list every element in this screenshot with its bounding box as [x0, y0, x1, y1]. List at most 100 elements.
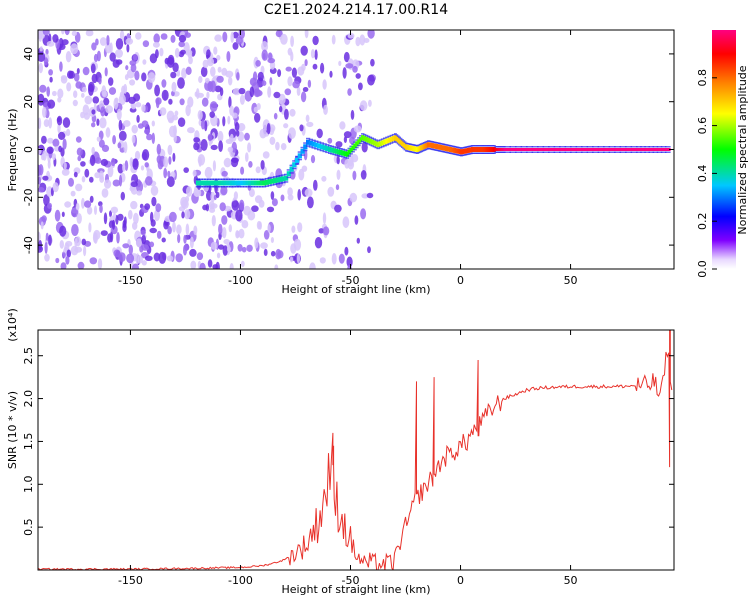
heatmap-cell — [103, 212, 108, 225]
heatmap-cell — [395, 141, 399, 144]
heatmap-cell — [147, 72, 156, 83]
heatmap-cell — [336, 147, 341, 149]
heatmap-cell — [129, 79, 136, 86]
heatmap-cell — [349, 147, 353, 153]
heatmap-cell — [343, 136, 347, 144]
heatmap-cell — [118, 94, 126, 106]
heatmap-cell — [362, 133, 367, 136]
heatmap-cell — [145, 176, 153, 186]
heatmap-cell — [537, 148, 545, 151]
heatmap-cell — [290, 243, 297, 254]
heatmap-cell — [284, 108, 289, 120]
heatmap-cell — [76, 147, 83, 156]
heatmap-cell — [229, 178, 234, 180]
heatmap-cell — [223, 180, 228, 186]
heatmap-cell — [118, 174, 123, 187]
heatmap-cell — [68, 177, 74, 187]
heatmap-cell — [195, 186, 201, 188]
heatmap-cell — [242, 178, 247, 180]
heatmap-cell — [269, 77, 273, 86]
heatmap-cell — [357, 139, 361, 145]
heatmap-cell — [242, 180, 247, 186]
heatmap-cell — [351, 145, 355, 151]
heatmap-cell — [592, 151, 600, 153]
heatmap-cell — [88, 222, 92, 233]
heatmap-cell — [118, 252, 126, 262]
heatmap-cell — [94, 205, 97, 215]
heatmap-cell — [665, 148, 671, 151]
heatmap-cell — [130, 63, 137, 73]
heatmap-cell — [81, 238, 87, 246]
heatmap-cell — [47, 202, 52, 209]
heatmap-cell — [240, 180, 245, 186]
heatmap-cell — [332, 146, 337, 148]
heatmap-cell — [73, 72, 80, 82]
heatmap-cell — [358, 82, 363, 91]
heatmap-cell — [229, 105, 235, 116]
heatmap-cell — [91, 42, 97, 51]
heatmap-cell — [581, 151, 589, 153]
heatmap-cell — [322, 226, 330, 236]
heatmap-cell — [220, 186, 225, 188]
heatmap-cell — [82, 66, 90, 76]
heatmap-cell — [60, 262, 67, 269]
heatmap-cell — [206, 49, 211, 59]
heatmap-cell — [231, 180, 236, 186]
heatmap-cell — [347, 149, 351, 155]
heatmap-cell — [158, 251, 167, 264]
heatmap-cell — [665, 146, 671, 148]
heatmap-cell — [608, 151, 616, 153]
heatmap-cell — [290, 35, 294, 47]
heatmap-cell — [652, 146, 659, 148]
heatmap-cell — [248, 188, 255, 198]
heatmap-cell — [330, 145, 334, 148]
heatmap-cell — [62, 252, 66, 258]
heatmap-cell — [210, 241, 218, 250]
heatmap-cell — [275, 177, 280, 183]
heatmap-cell — [120, 191, 126, 201]
heatmap-cell — [328, 145, 332, 147]
heatmap-cell — [154, 209, 160, 222]
heatmap-cell — [172, 152, 176, 162]
heatmap-cell — [311, 139, 316, 142]
heatmap-cell — [341, 150, 345, 156]
heatmap-cell — [267, 177, 272, 179]
heatmap-cell — [225, 70, 234, 78]
heatmap-cell — [247, 184, 252, 191]
heatmap-cell — [278, 93, 286, 105]
x-tick-label: 0 — [457, 574, 464, 587]
heatmap-cell — [292, 160, 297, 162]
heatmap-cell — [216, 75, 224, 83]
heatmap-cell — [374, 146, 378, 149]
heatmap-cell — [229, 263, 234, 269]
heatmap-cell — [226, 180, 231, 186]
heatmap-cell — [355, 146, 359, 149]
heatmap-cell — [122, 219, 127, 229]
heatmap-cell — [116, 108, 122, 121]
heatmap-cell — [81, 92, 85, 98]
heatmap-cell — [43, 194, 50, 206]
heatmap-cell — [74, 237, 78, 248]
heatmap-cell — [89, 154, 96, 167]
heatmap-cell — [334, 146, 339, 149]
heatmap-cell — [361, 133, 365, 135]
heatmap-cell — [113, 97, 119, 110]
heatmap-cell — [644, 151, 650, 153]
heatmap-cell — [91, 109, 96, 115]
heatmap-cell — [322, 150, 327, 153]
heatmap-cell — [380, 138, 385, 140]
heatmap-cell — [312, 63, 318, 70]
colorbar-tick-label: 0.8 — [696, 69, 709, 87]
heatmap-cell — [515, 148, 523, 151]
heatmap-cell — [200, 66, 208, 78]
heatmap-cell — [520, 148, 528, 151]
heatmap-cell — [229, 186, 234, 188]
heatmap-cell — [205, 203, 210, 212]
heatmap-cell — [260, 160, 265, 170]
heatmap-cell — [374, 139, 378, 141]
heatmap-cell — [281, 176, 286, 182]
heatmap-cell — [266, 123, 271, 135]
heatmap-cell — [71, 224, 79, 236]
heatmap-cell — [360, 208, 367, 220]
heatmap-cell — [72, 99, 78, 107]
